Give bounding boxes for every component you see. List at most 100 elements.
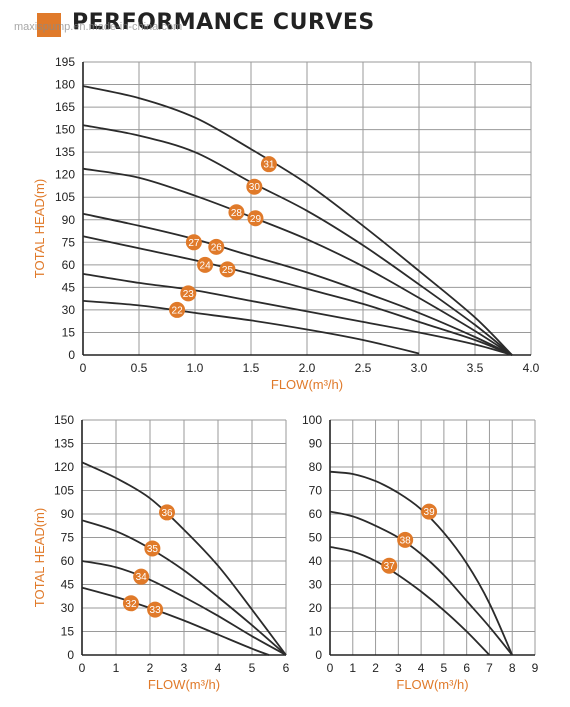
series-marker-37 bbox=[381, 557, 398, 574]
y-tick-label: 60 bbox=[61, 554, 75, 568]
x-tick-label: 9 bbox=[532, 661, 539, 675]
y-tick-label: 30 bbox=[62, 303, 76, 317]
series-label-28: 28 bbox=[231, 208, 243, 219]
watermark-text: maxispump.en.made-in-china.com bbox=[14, 21, 183, 33]
y-tick-label: 10 bbox=[309, 625, 323, 639]
series-label-32: 32 bbox=[125, 599, 137, 610]
series-curve-31 bbox=[82, 85, 513, 356]
x-tick-label: 1 bbox=[349, 661, 356, 675]
y-tick-label: 15 bbox=[61, 625, 75, 639]
x-tick-label: 3 bbox=[181, 661, 188, 675]
x-tick-label: 2.0 bbox=[299, 361, 316, 375]
y-tick-label: 120 bbox=[55, 168, 75, 182]
y-tick-label: 135 bbox=[55, 145, 75, 159]
series-label-29: 29 bbox=[250, 214, 262, 225]
x-tick-label: 0 bbox=[79, 661, 86, 675]
series-marker-29 bbox=[247, 210, 264, 227]
series-label-23: 23 bbox=[183, 289, 195, 300]
series-marker-38 bbox=[397, 531, 414, 548]
series-curve-23 bbox=[82, 273, 513, 356]
series-marker-31 bbox=[260, 156, 277, 173]
series-curve-30 bbox=[82, 124, 513, 356]
series-curve-24 bbox=[82, 235, 513, 356]
series-label-33: 33 bbox=[150, 605, 162, 616]
y-tick-label: 105 bbox=[54, 484, 74, 498]
series-marker-23 bbox=[180, 285, 197, 302]
x-tick-label: 3.0 bbox=[411, 361, 428, 375]
y-tick-label: 90 bbox=[62, 213, 76, 227]
x-tick-label: 3.5 bbox=[467, 361, 484, 375]
series-curve-27 bbox=[82, 212, 513, 356]
series-label-27: 27 bbox=[188, 238, 200, 249]
x-tick-label: 1.5 bbox=[243, 361, 260, 375]
y-tick-label: 75 bbox=[62, 235, 76, 249]
y-tick-label: 90 bbox=[309, 437, 323, 451]
y-tick-label: 50 bbox=[309, 531, 323, 545]
y-tick-label: 60 bbox=[309, 507, 323, 521]
x-axis-label: FLOW(m³/h) bbox=[148, 677, 220, 692]
page-title: PERFORMANCE CURVES bbox=[72, 10, 375, 35]
y-tick-label: 150 bbox=[54, 413, 74, 427]
header-orange-square bbox=[37, 13, 61, 37]
chart-1: 0 0.5 1.0 1.5 2.0 2.5 3.0 3.5 4.0 0 15 30 45 60 75 90 10… bbox=[32, 55, 540, 392]
y-tick-label: 0 bbox=[67, 648, 74, 662]
series-label-34: 34 bbox=[136, 572, 148, 583]
x-tick-label: 5 bbox=[441, 661, 448, 675]
series-curve-39 bbox=[329, 470, 514, 656]
series-label-25: 25 bbox=[222, 265, 234, 276]
series-curve-32 bbox=[81, 586, 270, 656]
series-marker-24 bbox=[197, 256, 214, 273]
chart-2: 0 1 2 3 4 5 60153045607590105120135150FLOW(m³/… bbox=[32, 413, 290, 692]
series-label-24: 24 bbox=[200, 260, 212, 271]
y-tick-label: 30 bbox=[61, 601, 75, 615]
series-label-37: 37 bbox=[384, 561, 396, 572]
series-label-35: 35 bbox=[147, 544, 159, 555]
series-marker-30 bbox=[246, 178, 263, 195]
series-curve-35 bbox=[81, 519, 287, 656]
series-marker-28 bbox=[228, 204, 245, 221]
series-curve-34 bbox=[81, 560, 287, 656]
y-tick-label: 70 bbox=[309, 484, 323, 498]
y-axis-label: TOTAL HEAD(m) bbox=[32, 179, 47, 278]
series-marker-26 bbox=[208, 238, 225, 255]
y-tick-label: 45 bbox=[62, 280, 76, 294]
y-tick-label: 105 bbox=[55, 190, 75, 204]
series-curve-37 bbox=[329, 546, 491, 656]
y-tick-label: 15 bbox=[62, 325, 76, 339]
series-curve-38 bbox=[329, 510, 513, 656]
y-tick-label: 150 bbox=[55, 123, 75, 137]
y-tick-label: 75 bbox=[61, 531, 75, 545]
x-axis-label: FLOW(m³/h) bbox=[396, 677, 468, 692]
x-tick-label: 8 bbox=[509, 661, 516, 675]
x-tick-label: 1 bbox=[113, 661, 120, 675]
x-tick-label: 6 bbox=[463, 661, 470, 675]
y-tick-label: 60 bbox=[62, 258, 76, 272]
series-label-22: 22 bbox=[172, 305, 184, 316]
y-tick-label: 30 bbox=[309, 578, 323, 592]
series-label-39: 39 bbox=[424, 507, 436, 518]
x-tick-label: 5 bbox=[249, 661, 256, 675]
series-marker-32 bbox=[122, 595, 139, 612]
x-tick-label: 7 bbox=[486, 661, 493, 675]
y-tick-label: 90 bbox=[61, 507, 75, 521]
y-axis-label: TOTAL HEAD(m) bbox=[32, 508, 47, 607]
x-tick-label: 2.5 bbox=[355, 361, 372, 375]
series-label-31: 31 bbox=[263, 160, 275, 171]
y-tick-label: 120 bbox=[54, 460, 74, 474]
series-marker-36 bbox=[159, 504, 175, 521]
y-tick-label: 135 bbox=[54, 437, 74, 451]
series-marker-22 bbox=[169, 301, 186, 318]
series-marker-27 bbox=[185, 234, 202, 251]
y-tick-label: 20 bbox=[309, 601, 323, 615]
y-tick-label: 0 bbox=[315, 648, 322, 662]
x-tick-label: 1.0 bbox=[187, 361, 204, 375]
y-tick-label: 40 bbox=[309, 554, 323, 568]
y-tick-label: 180 bbox=[55, 78, 75, 92]
series-curve-36 bbox=[81, 461, 287, 656]
series-label-26: 26 bbox=[211, 242, 223, 253]
series-curve-28 bbox=[82, 167, 513, 356]
series-marker-34 bbox=[133, 568, 150, 585]
y-tick-label: 100 bbox=[302, 413, 322, 427]
series-curve-22 bbox=[82, 300, 420, 355]
